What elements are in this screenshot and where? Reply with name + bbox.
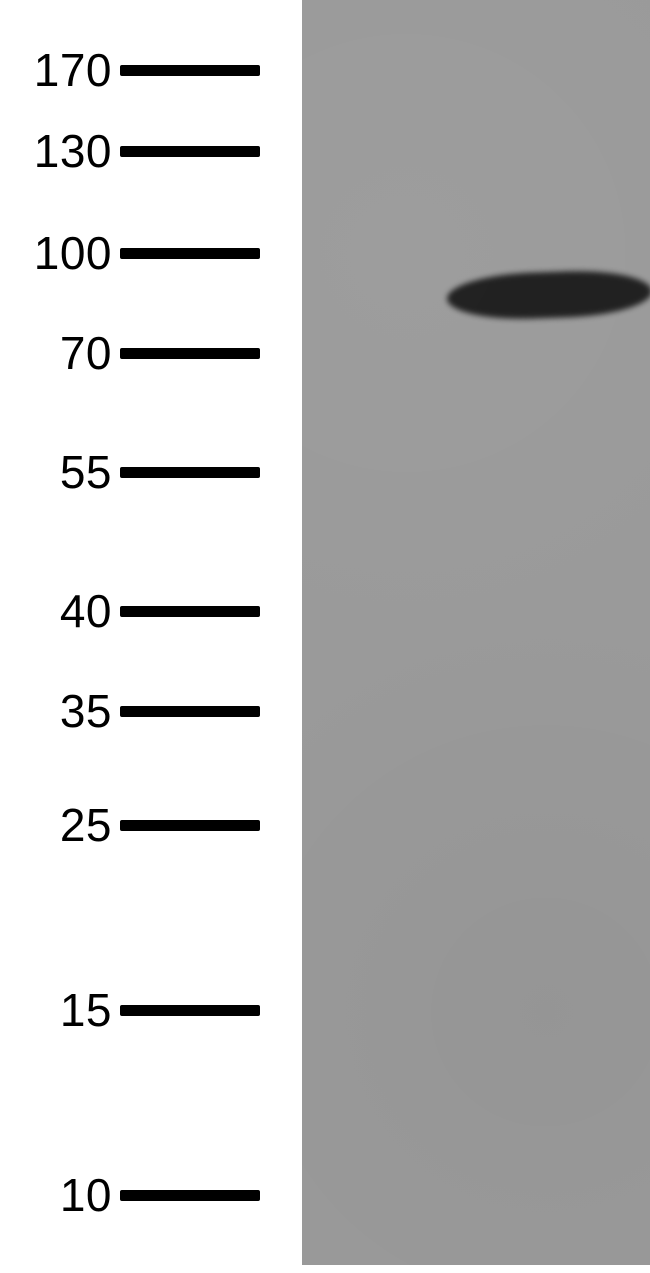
ladder-marker-tick	[120, 348, 260, 359]
ladder-marker-label: 100	[0, 226, 120, 280]
ladder-marker-tick	[120, 606, 260, 617]
ladder-marker-tick	[120, 146, 260, 157]
western-blot-figure: 170 130 100 70 55 40 35 25 15 10	[0, 0, 650, 1273]
ladder-marker-label: 25	[0, 798, 120, 852]
ladder-marker-tick	[120, 706, 260, 717]
ladder-marker: 40	[0, 588, 290, 634]
ladder-marker: 170	[0, 47, 290, 93]
ladder-marker-tick	[120, 820, 260, 831]
ladder-marker-tick	[120, 248, 260, 259]
ladder-marker: 55	[0, 449, 290, 495]
ladder-marker-label: 35	[0, 684, 120, 738]
ladder-marker-tick	[120, 1005, 260, 1016]
ladder-marker-tick	[120, 467, 260, 478]
ladder-marker: 15	[0, 987, 290, 1033]
ladder-marker: 35	[0, 688, 290, 734]
ladder-marker-label: 55	[0, 445, 120, 499]
ladder-marker-tick	[120, 65, 260, 76]
molecular-weight-ladder: 170 130 100 70 55 40 35 25 15 10	[0, 0, 290, 1273]
ladder-marker-label: 40	[0, 584, 120, 638]
blot-band	[447, 268, 650, 321]
ladder-marker-label: 10	[0, 1168, 120, 1222]
ladder-marker: 130	[0, 128, 290, 174]
ladder-marker: 10	[0, 1172, 290, 1218]
ladder-marker-tick	[120, 1190, 260, 1201]
ladder-marker: 25	[0, 802, 290, 848]
ladder-marker: 100	[0, 230, 290, 276]
ladder-marker-label: 15	[0, 983, 120, 1037]
ladder-marker: 70	[0, 330, 290, 376]
ladder-marker-label: 130	[0, 124, 120, 178]
ladder-marker-label: 70	[0, 326, 120, 380]
blot-membrane	[302, 0, 650, 1265]
ladder-marker-label: 170	[0, 43, 120, 97]
